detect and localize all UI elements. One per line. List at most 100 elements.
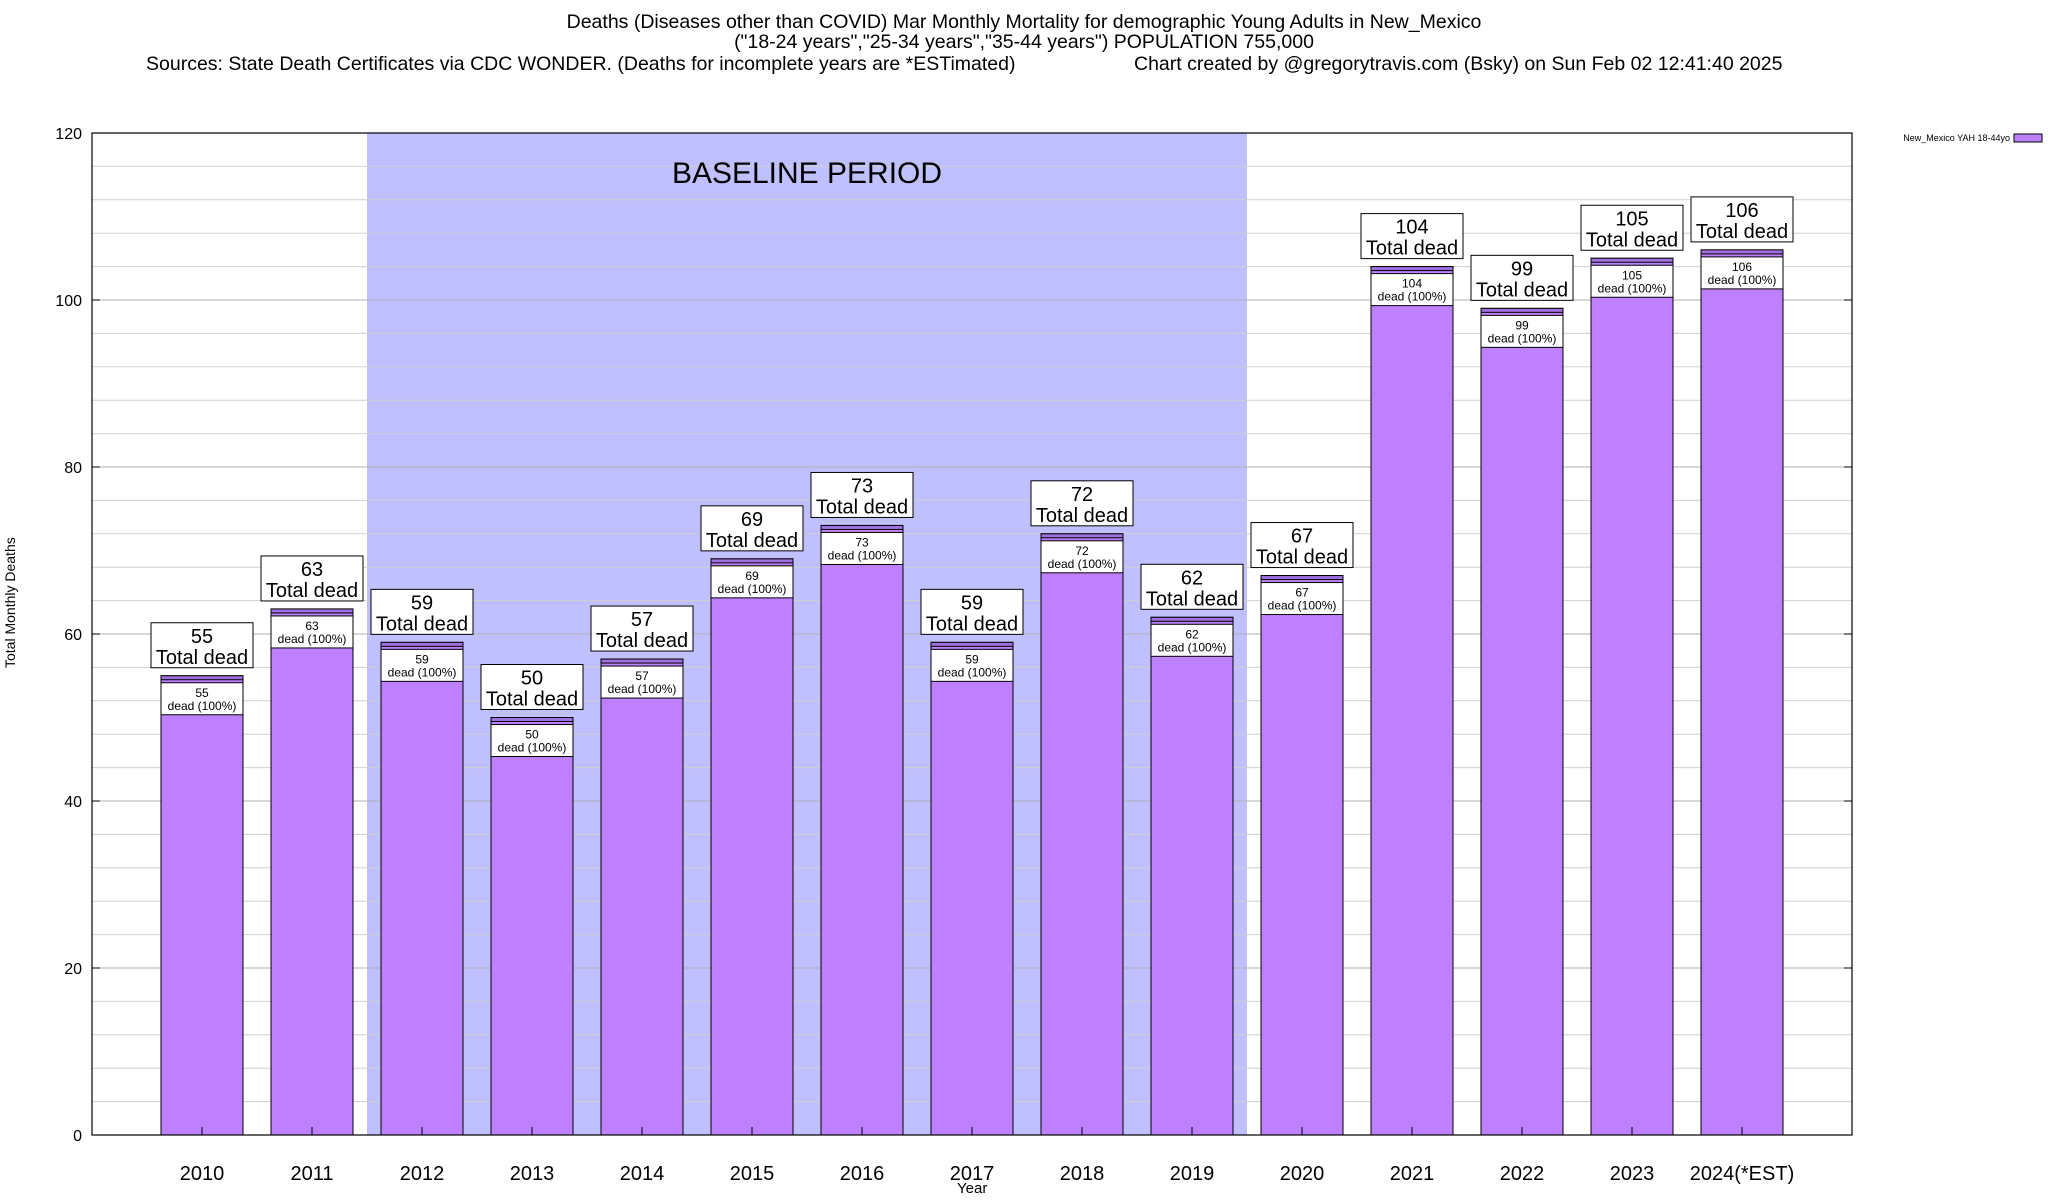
top-label-text: Total dead <box>1256 547 1348 569</box>
bar-cap <box>1590 257 1674 263</box>
title-line-1: Deaths (Diseases other than COVID) Mar M… <box>566 11 1482 33</box>
inner-label-value: 62 <box>1185 627 1199 641</box>
x-tick-label: 2021 <box>1390 1163 1435 1185</box>
inner-label-pct: dead (100%) <box>278 632 347 646</box>
x-tick-label: 2023 <box>1610 1163 1655 1185</box>
y-tick-label: 120 <box>55 126 82 143</box>
y-tick-label: 100 <box>55 293 82 310</box>
x-tick-label: 2022 <box>1500 1163 1545 1185</box>
inner-label-box <box>1480 314 1564 348</box>
top-label-value: 69 <box>741 509 763 531</box>
bar <box>490 717 574 1136</box>
x-tick-label: 2019 <box>1170 1163 1215 1185</box>
inner-label-value: 57 <box>635 669 649 683</box>
bar <box>710 558 794 1136</box>
inner-label-pct: dead (100%) <box>718 582 787 596</box>
inner-label-value: 73 <box>855 535 869 549</box>
top-label-box <box>260 555 364 602</box>
top-label-box <box>150 622 254 669</box>
baseline-band-label: BASELINE PERIOD <box>672 157 942 190</box>
top-label-box <box>920 588 1024 635</box>
x-tick-label: 2020 <box>1280 1163 1325 1185</box>
bar <box>820 524 904 1136</box>
x-tick-label: 2013 <box>510 1163 555 1185</box>
inner-label-pct: dead (100%) <box>1708 273 1777 287</box>
x-tick-label: 2012 <box>400 1163 445 1185</box>
inner-label-value: 69 <box>745 569 759 583</box>
bar-cap <box>820 524 904 530</box>
top-label-value: 73 <box>851 475 873 497</box>
sources-note: Sources: State Death Certificates via CD… <box>146 53 1016 75</box>
bar-cap <box>600 658 684 664</box>
top-label-box <box>1580 204 1684 251</box>
inner-label-value: 72 <box>1075 544 1089 558</box>
inner-label-value: 55 <box>195 686 209 700</box>
y-tick-label: 60 <box>64 627 82 644</box>
top-label-value: 57 <box>631 609 653 631</box>
inner-label-pct: dead (100%) <box>1268 599 1337 613</box>
top-label-value: 59 <box>961 592 983 614</box>
top-label-text: Total dead <box>486 689 578 711</box>
y-tick-label: 80 <box>64 460 82 477</box>
top-label-box <box>1250 522 1354 569</box>
inner-label-box <box>600 665 684 699</box>
top-label-value: 72 <box>1071 484 1093 506</box>
inner-label-pct: dead (100%) <box>1378 290 1447 304</box>
top-label-text: Total dead <box>1146 588 1238 610</box>
inner-label-pct: dead (100%) <box>1048 557 1117 571</box>
inner-label-box <box>710 565 794 599</box>
top-label-text: Total dead <box>1696 221 1788 243</box>
top-label-value: 106 <box>1725 200 1758 222</box>
inner-label-pct: dead (100%) <box>828 548 897 562</box>
x-tick-label: 2015 <box>730 1163 775 1185</box>
top-label-box <box>370 588 474 635</box>
inner-label-value: 99 <box>1515 318 1529 332</box>
top-label-value: 105 <box>1615 208 1648 230</box>
top-label-box <box>1360 213 1464 260</box>
y-tick-label: 0 <box>73 1128 82 1145</box>
inner-label-box <box>1590 264 1674 298</box>
top-label-value: 59 <box>411 592 433 614</box>
inner-label-pct: dead (100%) <box>1158 640 1227 654</box>
inner-label-value: 104 <box>1402 277 1422 291</box>
top-label-text: Total dead <box>706 530 798 552</box>
legend-swatch <box>2013 133 2043 143</box>
bar-cap <box>930 641 1014 647</box>
top-label-text: Total dead <box>596 630 688 652</box>
bar <box>1040 533 1124 1136</box>
inner-label-pct: dead (100%) <box>1488 331 1557 345</box>
x-tick-label: 2010 <box>180 1163 225 1185</box>
chart-title: Deaths (Diseases other than COVID) Mar M… <box>0 12 2048 52</box>
inner-label-pct: dead (100%) <box>498 741 567 755</box>
inner-label-pct: dead (100%) <box>1598 281 1667 295</box>
top-label-box <box>700 505 804 552</box>
top-label-text: Total dead <box>1476 279 1568 301</box>
top-label-value: 63 <box>301 559 323 581</box>
bar-cap <box>270 608 354 614</box>
bar-cap <box>1260 575 1344 581</box>
top-label-text: Total dead <box>1586 229 1678 251</box>
inner-label-value: 50 <box>525 728 539 742</box>
bar-cap <box>1150 616 1234 622</box>
x-tick-label: 2024(*EST) <box>1690 1163 1795 1185</box>
bar <box>1480 307 1564 1136</box>
inner-label-box <box>1040 540 1124 574</box>
inner-label-value: 105 <box>1622 268 1642 282</box>
top-label-value: 55 <box>191 626 213 648</box>
inner-label-box <box>1150 623 1234 657</box>
top-label-value: 67 <box>1291 526 1313 548</box>
inner-label-box <box>1260 582 1344 616</box>
top-label-text: Total dead <box>156 647 248 669</box>
inner-label-value: 59 <box>965 652 979 666</box>
top-label-box <box>590 605 694 652</box>
x-tick-label: 2018 <box>1060 1163 1105 1185</box>
bar-cap <box>1480 307 1564 313</box>
bar <box>1590 257 1674 1136</box>
inner-label-value: 106 <box>1732 260 1752 274</box>
top-label-text: Total dead <box>816 496 908 518</box>
bar <box>380 641 464 1136</box>
bar-cap <box>160 675 244 681</box>
top-label-text: Total dead <box>376 613 468 635</box>
bar <box>600 658 684 1136</box>
